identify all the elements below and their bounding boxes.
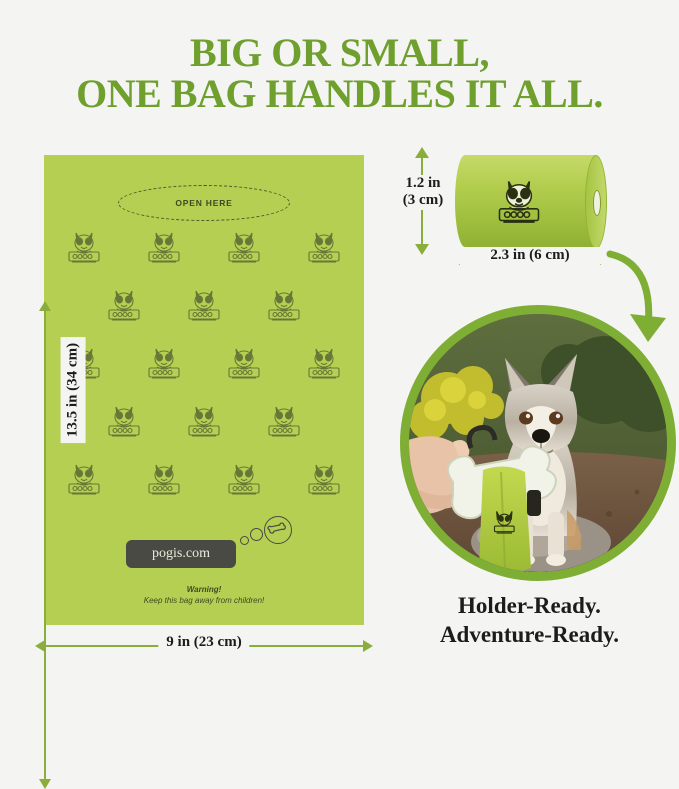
- open-here-marker: OPEN HERE: [118, 185, 290, 221]
- pogis-logo-icon: [68, 464, 100, 495]
- pogis-logo-icon: [188, 290, 220, 321]
- bag-height-label: 13.5 in (34 cm): [60, 336, 86, 444]
- bag-roll-illustration: [455, 155, 607, 249]
- pogis-logo-icon: [228, 348, 260, 379]
- pogis-logo-icon: [308, 464, 340, 495]
- headline-line-1: BIG OR SMALL,: [189, 30, 490, 75]
- pogis-logo-icon: [268, 290, 300, 321]
- warning-title: Warning!: [186, 585, 222, 594]
- bag-width-arrow: 9 in (23 cm): [35, 634, 373, 652]
- photo-tagline: Holder-Ready. Adventure-Ready.: [380, 592, 679, 650]
- brand-url-label: pogis.com: [152, 546, 210, 561]
- pogis-logo-icon: [268, 406, 300, 437]
- roll-height-line-1: 1.2 in: [405, 175, 441, 191]
- pogis-logo-icon: [228, 232, 260, 263]
- bag-height-arrow: [39, 301, 51, 789]
- logo-row: [44, 285, 364, 343]
- pogis-logo-icon: [308, 348, 340, 379]
- roll-end-cap: [585, 155, 607, 249]
- logo-row: [44, 343, 364, 401]
- pogis-logo-icon: [498, 181, 540, 223]
- pogis-logo-icon: [148, 348, 180, 379]
- pogis-logo-icon: [188, 406, 220, 437]
- warning-block: Warning! Keep this bag away from childre…: [44, 585, 364, 605]
- roll-height-label: 1.2 in (3 cm): [393, 175, 453, 210]
- thought-dot-small: [240, 536, 249, 545]
- bag-logo-pattern: [44, 227, 364, 517]
- open-here-label: OPEN HERE: [175, 198, 233, 208]
- roll-height-line-2: (3 cm): [402, 192, 444, 209]
- flat-bag-illustration: OPEN HERE: [44, 155, 364, 625]
- bag-width-label: 9 in (23 cm): [158, 634, 250, 651]
- pogis-logo-icon: [148, 232, 180, 263]
- roll-core-slot: [593, 190, 601, 216]
- logo-row: [44, 459, 364, 517]
- brand-callout: pogis.com: [104, 516, 304, 585]
- pogis-logo-icon: [228, 464, 260, 495]
- curved-arrow-icon: [606, 250, 666, 342]
- product-photo: [400, 305, 676, 581]
- pogis-logo-icon: [68, 232, 100, 263]
- tagline-line-2: Adventure-Ready.: [439, 621, 620, 647]
- infographic-stage: BIG OR SMALL, ONE BAG HANDLES IT ALL. OP…: [0, 30, 679, 789]
- pogis-logo-icon: [108, 290, 140, 321]
- headline-line-2: ONE BAG HANDLES IT ALL.: [76, 70, 603, 116]
- page-title: BIG OR SMALL, ONE BAG HANDLES IT ALL.: [0, 30, 679, 116]
- roll-width-label: 2.3 in (6 cm): [440, 247, 620, 264]
- logo-row: [44, 227, 364, 285]
- pogis-logo-icon: [308, 232, 340, 263]
- warning-text: Keep this bag away from children!: [143, 596, 265, 605]
- pogis-logo-icon: [148, 464, 180, 495]
- pogis-logo-icon: [108, 406, 140, 437]
- brand-url-bubble: pogis.com: [126, 540, 236, 568]
- thought-dot-large: [250, 528, 263, 541]
- tagline-line-1: Holder-Ready.: [458, 593, 601, 618]
- bag-height-dimension: 13.5 in (34 cm): [14, 155, 86, 789]
- bone-thought-bubble-icon: [264, 516, 292, 544]
- logo-row: [44, 401, 364, 459]
